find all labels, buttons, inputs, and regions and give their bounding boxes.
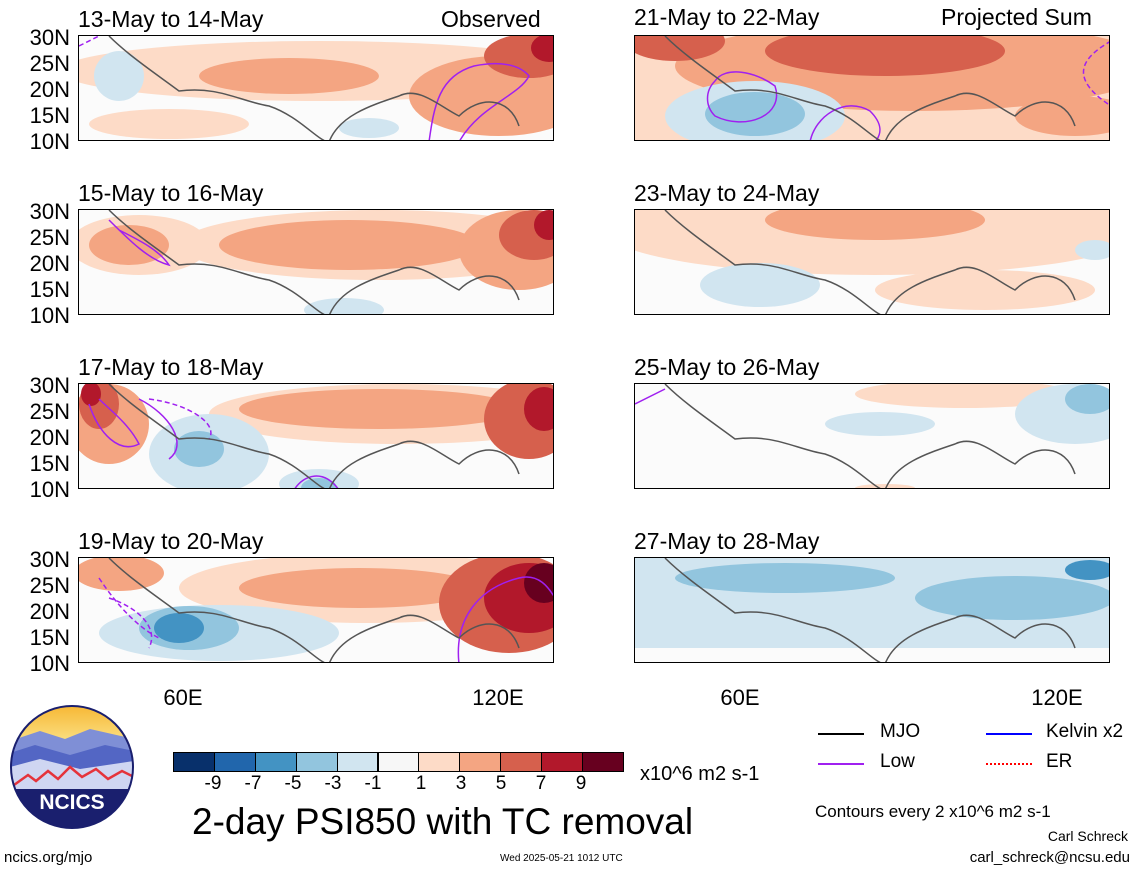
y-tick-label: 30N bbox=[29, 25, 70, 50]
panel-title: 13-May to 14-May bbox=[78, 6, 264, 32]
colorbar-label: 5 bbox=[495, 773, 507, 794]
colorbar-swatch bbox=[459, 752, 502, 772]
colorbar-swatch bbox=[418, 752, 461, 772]
y-tick-label: 20N bbox=[29, 77, 70, 102]
contour-note: Contours every 2 x10^6 m2 s-1 bbox=[815, 802, 1051, 821]
map-panel bbox=[78, 35, 554, 141]
map-field bbox=[79, 210, 553, 314]
panel-title: 21-May to 22-May bbox=[634, 4, 820, 30]
legend-label-low: Low bbox=[880, 751, 915, 772]
author-email[interactable]: carl_schreck@ncsu.edu bbox=[969, 849, 1130, 866]
map-field bbox=[635, 384, 1109, 488]
panel-title: 25-May to 26-May bbox=[634, 354, 820, 380]
legend-swatch-mjo bbox=[818, 733, 864, 735]
colorbar-swatch bbox=[582, 752, 624, 772]
colorbar-swatch bbox=[213, 752, 256, 772]
legend-swatch-kelvin bbox=[986, 733, 1032, 735]
map-panel bbox=[78, 383, 554, 489]
y-tick-label: 20N bbox=[29, 425, 70, 450]
map-panel bbox=[78, 557, 554, 663]
y-tick-label: 20N bbox=[29, 599, 70, 624]
map-panel bbox=[634, 383, 1110, 489]
legend-swatch-er bbox=[986, 763, 1032, 765]
colorbar-swatch bbox=[254, 752, 297, 772]
panel-title: 17-May to 18-May bbox=[78, 354, 264, 380]
colorbar-label: -9 bbox=[204, 773, 222, 794]
colorbar-label: -7 bbox=[244, 773, 262, 794]
y-tick-label: 10N bbox=[29, 477, 70, 502]
colorbar-swatch bbox=[173, 752, 215, 772]
y-tick-label: 30N bbox=[29, 199, 70, 224]
ncics-logo[interactable]: NCICS bbox=[10, 705, 134, 829]
colorbar-label: -5 bbox=[284, 773, 302, 794]
map-panel bbox=[634, 557, 1110, 663]
colorbar-label: 3 bbox=[455, 773, 467, 794]
y-tick-label: 15N bbox=[29, 103, 70, 128]
panel-title: 15-May to 16-May bbox=[78, 180, 264, 206]
y-tick-label: 10N bbox=[29, 651, 70, 676]
colorbar-label: 9 bbox=[575, 773, 587, 794]
colorbar-swatch bbox=[500, 752, 543, 772]
x-tick-label: 120E bbox=[1031, 685, 1083, 710]
y-tick-label: 10N bbox=[29, 129, 70, 154]
colorbar-swatch bbox=[541, 752, 583, 772]
y-tick-label: 25N bbox=[29, 399, 70, 424]
panel-title: 19-May to 20-May bbox=[78, 528, 264, 554]
x-tick-label: 60E bbox=[163, 685, 203, 710]
legend-label-mjo: MJO bbox=[880, 721, 921, 742]
colorbar-label: 7 bbox=[535, 773, 547, 794]
map-field bbox=[635, 210, 1109, 314]
legend-swatch-low bbox=[818, 763, 864, 765]
ncics-logo-graphic bbox=[10, 705, 134, 829]
panel-title: 27-May to 28-May bbox=[634, 528, 820, 554]
map-field bbox=[79, 36, 553, 140]
map-field bbox=[635, 558, 1109, 662]
legend-label-kelvin: Kelvin x2 bbox=[1046, 721, 1124, 742]
colorbar-swatch bbox=[295, 752, 338, 772]
y-tick-label: 15N bbox=[29, 277, 70, 302]
colorbar-swatch bbox=[336, 752, 379, 772]
map-panel bbox=[78, 209, 554, 315]
map-field bbox=[79, 384, 553, 488]
map-field bbox=[79, 558, 553, 662]
y-tick-label: 15N bbox=[29, 451, 70, 476]
colorbar-label: -1 bbox=[364, 773, 382, 794]
y-tick-label: 30N bbox=[29, 547, 70, 572]
observed-label: Observed bbox=[441, 6, 541, 32]
y-tick-label: 15N bbox=[29, 625, 70, 650]
legend-label-er: ER bbox=[1046, 751, 1073, 772]
colorbar-label: -3 bbox=[324, 773, 342, 794]
panel-title: 23-May to 24-May bbox=[634, 180, 820, 206]
x-tick-label: 60E bbox=[720, 685, 760, 710]
y-tick-label: 25N bbox=[29, 573, 70, 598]
footer-timestamp: Wed 2025-05-21 1012 UTC bbox=[500, 853, 623, 864]
y-tick-label: 25N bbox=[29, 51, 70, 76]
y-tick-label: 10N bbox=[29, 303, 70, 328]
map-panel bbox=[634, 35, 1110, 141]
projected-sum-label: Projected Sum bbox=[941, 4, 1092, 30]
x-tick-label: 120E bbox=[472, 685, 524, 710]
map-field bbox=[635, 36, 1109, 140]
footer-url[interactable]: ncics.org/mjo bbox=[4, 849, 93, 866]
colorbar-swatch bbox=[377, 752, 420, 772]
map-panel bbox=[634, 209, 1110, 315]
figure-title: 2-day PSI850 with TC removal bbox=[192, 801, 694, 842]
y-tick-label: 20N bbox=[29, 251, 70, 276]
logo-text: NCICS bbox=[39, 791, 105, 814]
colorbar-unit: x10^6 m2 s-1 bbox=[640, 763, 760, 785]
author: Carl Schreck bbox=[1047, 828, 1128, 844]
y-tick-label: 25N bbox=[29, 225, 70, 250]
y-tick-label: 30N bbox=[29, 373, 70, 398]
colorbar-label: 1 bbox=[415, 773, 427, 794]
